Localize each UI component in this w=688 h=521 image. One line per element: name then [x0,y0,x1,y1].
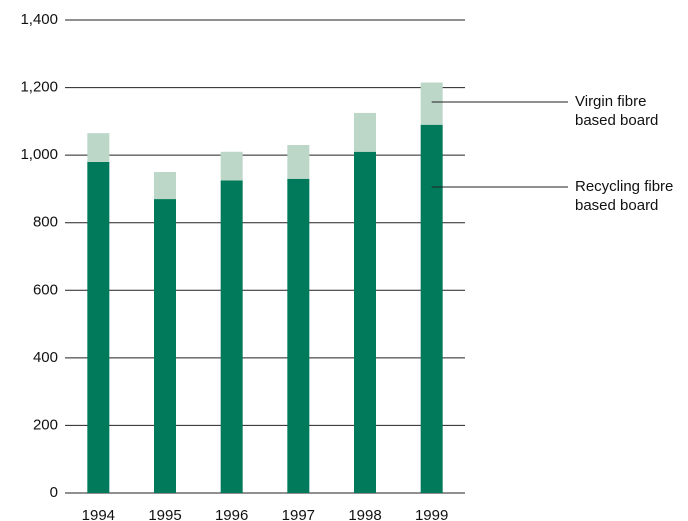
y-tick-label: 400 [33,349,58,366]
legend-label: Virgin fibre based board [575,93,659,129]
y-tick-label: 800 [33,214,58,231]
y-tick-label: 1,400 [20,11,58,28]
bar-segment [354,151,376,493]
bar-segment [220,180,243,493]
bar-segment [420,82,443,125]
y-tick-label: 600 [33,281,58,298]
bar-segment [154,172,176,200]
y-tick-label: 1,000 [20,146,58,163]
x-tick-label: 1997 [282,507,315,521]
bar-segment [287,145,310,179]
x-tick-label: 1999 [415,507,448,521]
bar-segment [420,124,443,493]
bar-segment [287,178,310,494]
bar-segment [154,199,176,494]
bar-segment [87,161,110,493]
bar-segment [220,151,243,181]
x-tick-label: 1994 [82,507,115,521]
bar-segment [354,112,376,152]
bar-segment [87,133,110,162]
y-tick-label: 1,200 [20,79,58,96]
x-tick-label: 1996 [215,507,248,521]
y-tick-label: 200 [33,416,58,433]
x-tick-label: 1998 [348,507,381,521]
legend-label: Recycling fibre based board [575,178,674,214]
x-tick-label: 1995 [148,507,181,521]
y-tick-label: 0 [50,484,58,501]
